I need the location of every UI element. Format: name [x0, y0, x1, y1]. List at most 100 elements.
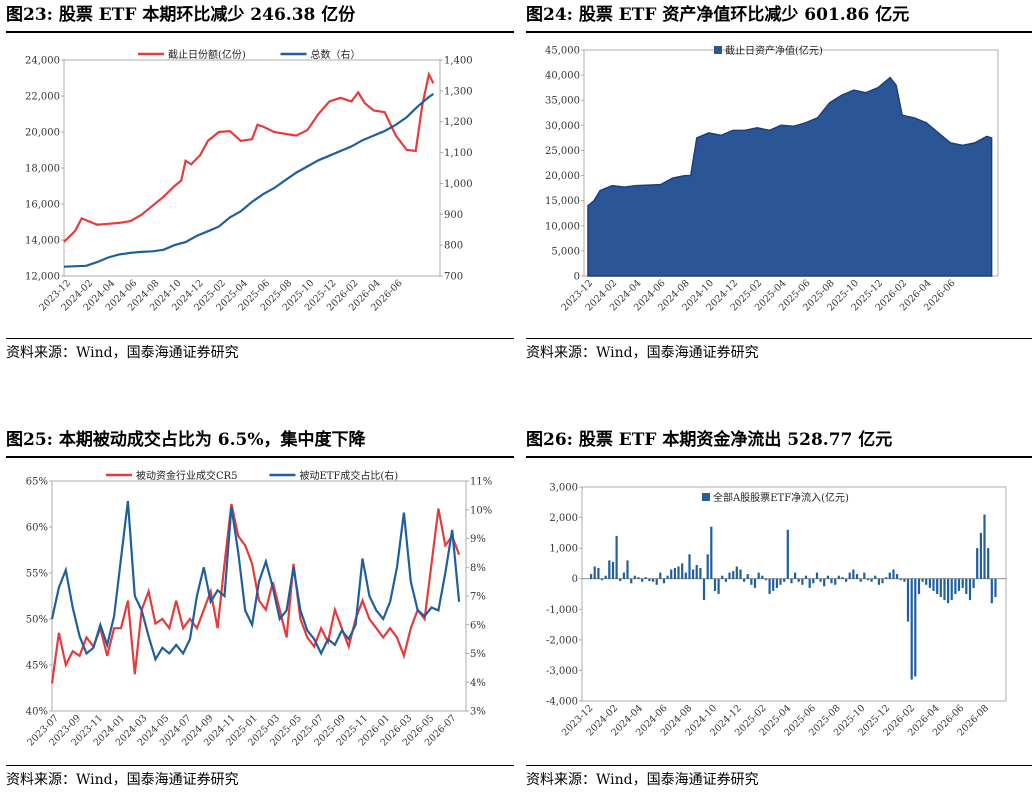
left-axis-tick-label: 14,000 — [25, 236, 60, 247]
bar — [772, 578, 775, 591]
left-axis-tick-label: 18,000 — [25, 164, 60, 175]
bar — [600, 578, 604, 581]
bar — [965, 578, 968, 594]
left-axis-tick-label: 16,000 — [25, 200, 60, 211]
legend-label: 被动ETF成交占比(右) — [300, 469, 399, 482]
bar — [823, 578, 826, 587]
left-axis-tick-label: 35,000 — [545, 96, 580, 107]
bar — [713, 578, 717, 591]
bar — [947, 578, 950, 604]
title-rule — [526, 31, 1032, 33]
bar — [990, 578, 993, 604]
bar — [622, 572, 625, 579]
bar — [855, 574, 859, 579]
bar — [721, 575, 724, 579]
right-axis-tick-label: 700 — [444, 272, 463, 283]
bar — [764, 578, 768, 581]
bar — [972, 578, 975, 588]
bar — [739, 569, 742, 579]
right-axis-tick-label: 6% — [470, 620, 486, 631]
bar — [826, 575, 829, 579]
bar — [630, 578, 633, 584]
bar — [611, 561, 615, 579]
bar — [921, 578, 924, 582]
bar — [651, 578, 655, 582]
bar — [786, 529, 789, 579]
left-axis-tick-label: 40% — [26, 707, 48, 718]
left-axis-tick-label: 2,000 — [549, 513, 578, 524]
bar — [702, 578, 706, 601]
legend-swatch — [714, 46, 722, 54]
left-axis-tick-label: 3,000 — [549, 483, 578, 494]
bar — [746, 574, 749, 579]
bar — [819, 578, 822, 582]
bar — [626, 560, 629, 579]
bar — [950, 578, 953, 601]
bar — [753, 578, 757, 588]
source-note: 资料来源：Wind，国泰海通证券研究 — [6, 772, 239, 788]
legend-label: 被动资金行业成交CR5 — [136, 469, 238, 482]
right-axis-tick-label: 7% — [470, 592, 486, 603]
legend-label: 截止日份额(亿份) — [168, 48, 246, 61]
bar — [597, 568, 600, 579]
panel-nav: 图24: 股票 ETF 资产净值环比减少 601.86 亿元 0 5,000 10,… — [526, 0, 1032, 380]
bar — [917, 578, 921, 594]
right-axis-tick-label: 3% — [470, 707, 486, 718]
right-axis-tick-label: 10% — [470, 505, 492, 516]
bar — [830, 578, 833, 584]
right-axis-tick-label: 11% — [470, 477, 492, 488]
bar — [834, 578, 837, 585]
bar — [961, 578, 964, 588]
bar — [885, 577, 888, 579]
bar — [910, 578, 913, 680]
bar — [794, 572, 797, 579]
left-axis-tick-label: 20,000 — [25, 128, 60, 139]
left-axis-tick-label: 20,000 — [545, 171, 580, 182]
bar — [859, 578, 862, 582]
source-rule — [526, 765, 1032, 766]
bar — [903, 578, 906, 582]
source-rule — [6, 765, 514, 766]
panel-title: 图23: 股票 ETF 本期环比减少 246.38 亿份 — [6, 5, 356, 25]
bar — [662, 578, 666, 584]
bar — [925, 578, 928, 585]
left-axis-tick-label: 10,000 — [545, 221, 580, 232]
bar — [692, 569, 695, 579]
bar — [750, 578, 753, 585]
series-line-1 — [50, 500, 461, 663]
right-axis-tick-label: 1,000 — [444, 179, 473, 190]
left-axis-tick-label: 0 — [572, 574, 578, 585]
bar — [979, 532, 982, 579]
legend-label: 截止日资产净值(亿元) — [725, 44, 823, 57]
bar — [724, 578, 727, 582]
bar — [779, 578, 782, 585]
bar — [815, 572, 819, 579]
right-axis-tick-label: 9% — [470, 534, 486, 545]
bar — [655, 578, 658, 585]
left-axis-tick-label: 45,000 — [545, 46, 580, 57]
left-axis-tick-label: 22,000 — [25, 92, 60, 103]
legend-label: 总数（右） — [311, 48, 361, 61]
bar — [936, 578, 939, 594]
legend-label: 全部A股股票ETF净流入(亿元) — [713, 491, 849, 504]
bar — [939, 578, 942, 597]
left-axis-tick-label: 30,000 — [545, 121, 580, 132]
legend-swatch — [702, 493, 710, 501]
bar — [666, 575, 669, 579]
bar — [837, 575, 840, 579]
bar — [841, 577, 844, 579]
plot-frame — [63, 59, 441, 277]
bar — [852, 569, 855, 579]
bar — [735, 566, 738, 579]
right-axis-tick-label: 4% — [470, 678, 486, 689]
bar — [874, 575, 877, 579]
bar — [954, 578, 957, 594]
bar — [994, 578, 997, 597]
bar — [681, 563, 684, 579]
left-axis-tick-label: 1,000 — [549, 544, 578, 555]
bar — [896, 574, 899, 579]
series-area — [587, 76, 993, 277]
right-axis-tick-label: 8% — [470, 563, 486, 574]
bar — [863, 572, 866, 579]
bar — [670, 569, 673, 579]
